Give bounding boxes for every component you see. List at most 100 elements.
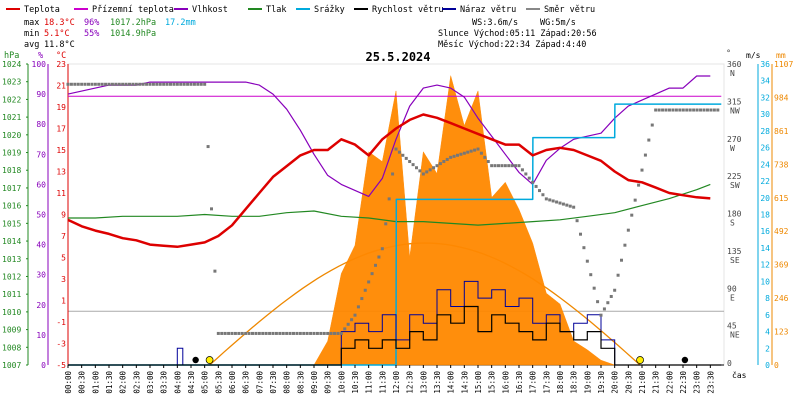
ms-tick-label: 36 [760, 60, 770, 69]
wind-dir-mark [476, 147, 480, 151]
hpa-axis-title: hPa [4, 51, 19, 61]
wind-dir-mark [630, 213, 634, 217]
wind-dir-mark [688, 108, 692, 112]
wind-dir-mark [633, 198, 637, 202]
pct-tick-label: 70 [36, 150, 46, 159]
x-tick-label: 09:00 [310, 371, 319, 394]
stats-min-label: min [24, 29, 39, 39]
wind-dir-mark [87, 82, 90, 86]
x-tick-label: 11:30 [378, 371, 387, 394]
dir-tick-label: 0 [727, 359, 732, 368]
hpa-tick-label: 1014 [2, 237, 21, 246]
wind-dir-mark [343, 327, 347, 331]
mm-tick-label: 0 [774, 361, 779, 370]
wind-dir-mark [182, 82, 186, 86]
wind-dir-mark [322, 331, 326, 335]
ms-tick-label: 24 [760, 160, 770, 169]
legend-label: Srážky [314, 5, 345, 15]
wind-dir-mark [83, 82, 87, 86]
wind-dir-mark [216, 331, 220, 335]
wind-dir-mark [288, 331, 292, 335]
ms-tick-label: 2 [765, 344, 770, 353]
wind-dir-mark [442, 160, 446, 164]
wind-dir-mark [90, 82, 94, 86]
wind-dir-mark [302, 331, 306, 335]
wind-dir-mark [285, 331, 289, 335]
wind-dir-mark [643, 153, 647, 157]
wind-dir-mark [469, 149, 473, 153]
wind-dir-mark [298, 331, 302, 335]
hpa-tick-label: 1022 [2, 95, 21, 104]
wind-dir-mark [510, 164, 514, 168]
wind-dir-mark [162, 82, 166, 86]
x-tick-label: 17:00 [529, 371, 538, 394]
pct-tick-label: 50 [36, 211, 46, 220]
x-tick-label: 07:30 [269, 371, 278, 394]
wind-dir-mark [220, 331, 224, 335]
wind-dir-mark [384, 222, 388, 226]
x-axis: 00:00 00:30 01:00 01:30 02:00 02:30 03:00 03:30… [64, 365, 715, 394]
x-tick-label: 21:30 [652, 371, 661, 394]
wind-dir-mark [339, 331, 343, 335]
stats-min-temp: 5.1°C [44, 29, 70, 39]
legend-label: Směr větru [544, 5, 595, 15]
hpa-tick-label: 1023 [2, 78, 21, 87]
temp-tick-label: 9 [61, 211, 66, 220]
ms-tick-label: 14 [760, 244, 770, 253]
wind-dir-mark [254, 331, 258, 335]
x-tick-label: 05:30 [214, 371, 223, 394]
wind-dir-mark [401, 153, 405, 157]
hpa-tick-label: 1020 [2, 131, 21, 140]
wind-dir-mark [599, 313, 603, 317]
wind-dir-mark [712, 108, 716, 112]
wind-dir-mark [445, 157, 449, 161]
wind-dir-mark [551, 199, 555, 203]
wind-dir-mark [415, 166, 418, 170]
wind-dir-mark [199, 82, 203, 86]
x-tick-label: 04:00 [173, 371, 182, 394]
stats-min-press: 1014.9hPa [110, 29, 156, 39]
wind-dir-mark [148, 82, 152, 86]
moon-times: Měsíc Východ:22:34 Západ:4:40 [438, 40, 586, 50]
wind-dir-mark [548, 198, 552, 202]
wind-dir-mark [356, 305, 360, 309]
wind-dir-mark [107, 82, 111, 86]
x-tick-label: 11:00 [365, 371, 374, 394]
wind-dir-mark [558, 201, 562, 205]
moonset-icon [192, 356, 199, 364]
pct-tick-label: 80 [36, 120, 46, 129]
wind-dir-mark [538, 189, 541, 193]
wind-dir-mark [685, 108, 689, 112]
wind-dir-mark [657, 108, 661, 112]
legend-label: Rychlost větru [372, 5, 444, 15]
wind-dir-mark [585, 259, 589, 263]
wind-dir-mark [671, 108, 675, 112]
wind-dir-mark [203, 82, 207, 86]
wind-dir-mark [360, 297, 364, 301]
x-tick-label: 08:30 [296, 371, 305, 394]
wind-dir-mark [278, 331, 282, 335]
mm-tick-label: 369 [774, 261, 789, 270]
wind-dir-mark [196, 82, 200, 86]
astro-block: WS:3.6m/s WG:5m/s Slunce Východ:05:11 Zá… [438, 18, 597, 50]
wind-dir-mark [435, 164, 439, 168]
wind-dir-mark [456, 153, 459, 157]
wind-dir-mark [76, 82, 80, 86]
pct-tick-label: 20 [36, 301, 46, 310]
wind-dir-mark [206, 145, 210, 149]
mm-tick-label: 984 [774, 93, 789, 102]
wind-dir-mark [104, 82, 108, 86]
dir-tick-label: 315 [727, 97, 742, 106]
x-tick-label: 03:30 [160, 371, 169, 394]
dir-compass-label: N [730, 69, 735, 78]
x-tick-label: 00:30 [78, 371, 87, 394]
wind-dir-mark [240, 331, 244, 335]
stats-max-temp: 18.3°C [44, 18, 75, 28]
wind-dir-mark [134, 82, 138, 86]
wind-dir-mark [606, 301, 610, 305]
wind-dir-mark [233, 331, 237, 335]
wind-dir-mark [650, 123, 654, 127]
plot-area [66, 75, 722, 366]
stats-max-rain: 17.2mm [165, 18, 196, 28]
